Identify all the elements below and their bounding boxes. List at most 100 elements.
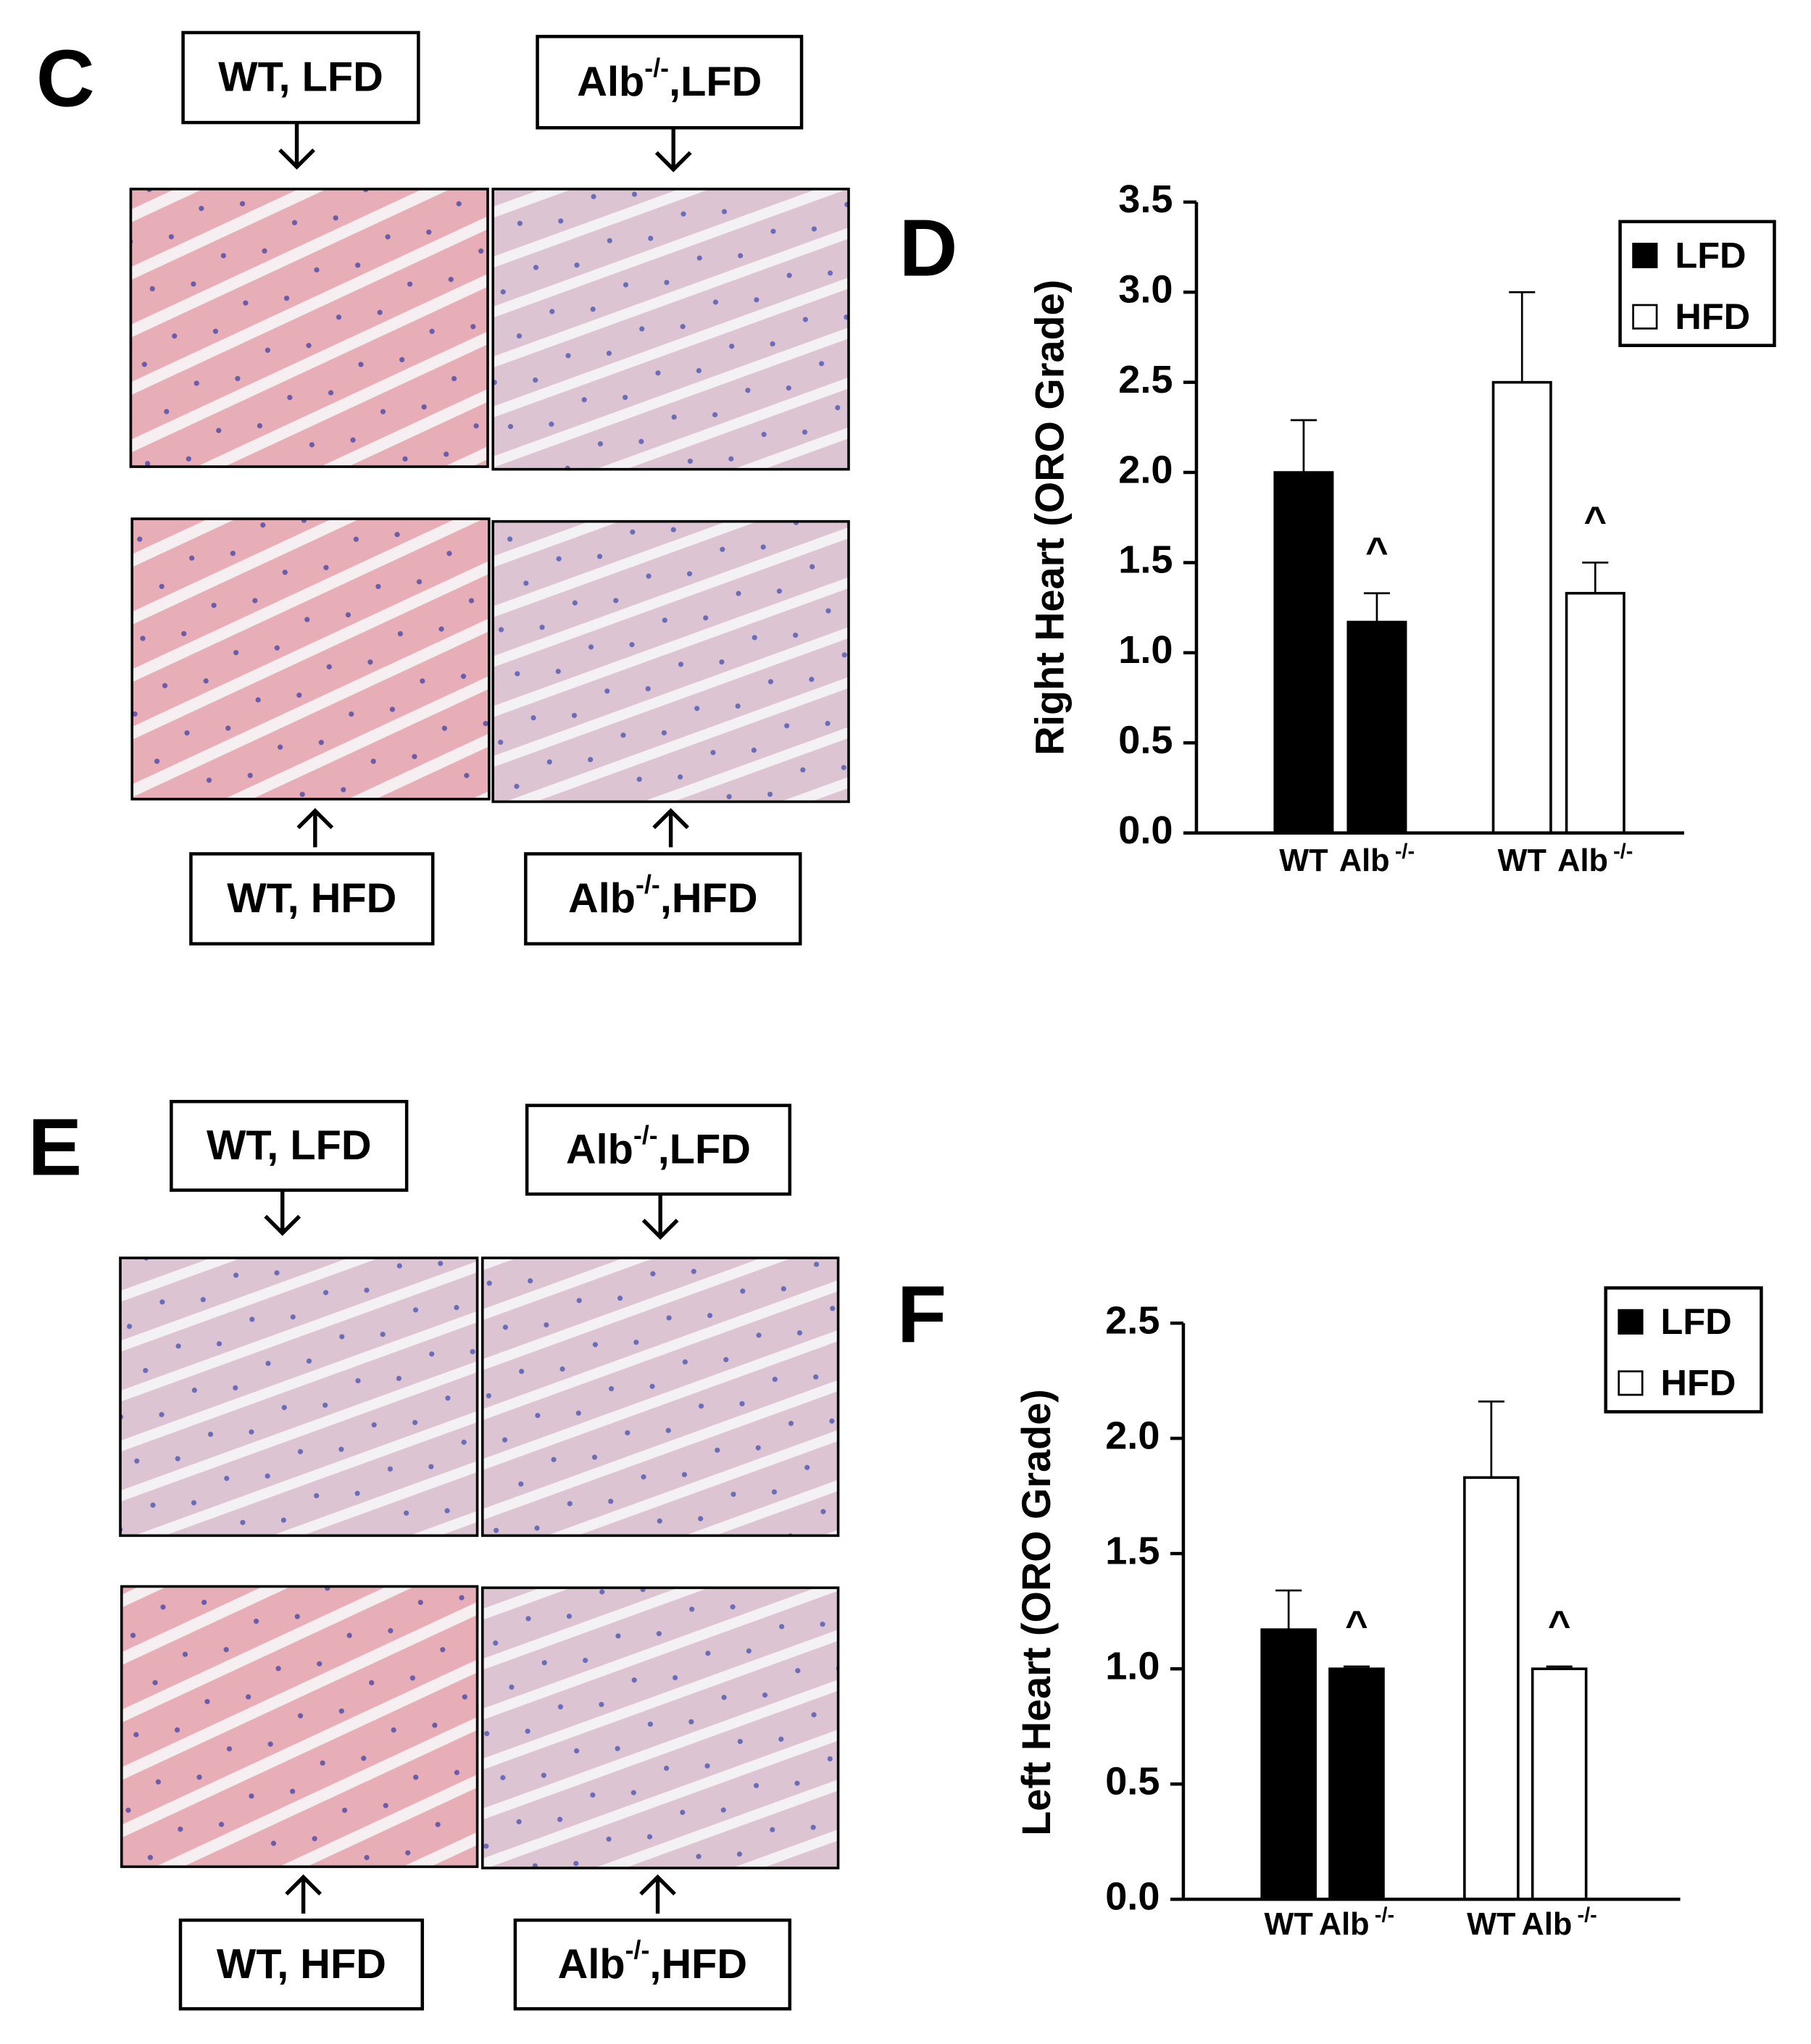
panel-label: C xyxy=(36,33,95,124)
micrograph xyxy=(491,520,850,804)
bar xyxy=(1273,471,1334,835)
legend-label: HFD xyxy=(1675,296,1750,337)
caption-text: Alb xyxy=(558,1941,625,1987)
micrograph xyxy=(480,1586,840,1869)
micrograph xyxy=(491,188,850,471)
bar xyxy=(1260,1628,1317,1901)
caption-text: WT, HFD xyxy=(227,875,396,922)
caption: WT, LFD xyxy=(207,1122,372,1169)
y-tick-label: 1.5 xyxy=(1118,538,1173,582)
x-tick-label: WT xyxy=(1467,1908,1515,1943)
x-tick-label-sup: -/- xyxy=(1395,840,1415,863)
x-tick-label-text: Alb xyxy=(1339,843,1390,878)
x-tick-label: Alb -/- xyxy=(1339,840,1415,878)
caption-rest: ,HFD xyxy=(649,1941,747,1987)
caption-box xyxy=(536,35,804,130)
x-tick-label-text: Alb xyxy=(1557,843,1608,878)
significance-mark: ^ xyxy=(1548,1603,1571,1646)
caption: Alb-/-,LFD xyxy=(577,54,762,105)
caption-text: WT, HFD xyxy=(217,1941,386,1987)
caption-sup: -/- xyxy=(644,54,669,83)
caption-box xyxy=(181,30,420,125)
y-tick-label: 0.5 xyxy=(1118,719,1173,762)
significance-mark: ^ xyxy=(1365,530,1389,573)
caption-box xyxy=(524,852,802,946)
micrographs xyxy=(119,188,850,1869)
caption-text: WT, LFD xyxy=(207,1122,372,1169)
x-tick-label-text: Alb xyxy=(1522,1908,1573,1943)
significance-mark: ^ xyxy=(1345,1603,1368,1646)
legend-swatch xyxy=(1632,304,1658,330)
caption: Alb-/-,LFD xyxy=(566,1122,751,1173)
y-tick-label: 3.0 xyxy=(1118,268,1173,312)
x-tick-label-sup: -/- xyxy=(1578,1903,1597,1927)
x-tick-label: WT xyxy=(1279,843,1328,878)
micrograph xyxy=(130,517,491,801)
arrow-head xyxy=(278,148,315,170)
x-tick-label-text: WT xyxy=(1279,843,1328,878)
arrow-head xyxy=(641,1219,679,1240)
arrow-head xyxy=(285,1874,322,1896)
panel-label: F xyxy=(897,1269,946,1359)
x-tick-label-sup: -/- xyxy=(1375,1903,1394,1927)
y-tick-label: 2.0 xyxy=(1118,448,1173,491)
x-tick-label-text: WT xyxy=(1498,843,1546,878)
y-tick-label: 1.0 xyxy=(1105,1645,1160,1688)
panel-label: D xyxy=(899,202,958,293)
x-tick-label: WT xyxy=(1498,843,1546,878)
caption-text: Alb xyxy=(568,875,636,922)
caption-text: WT, LFD xyxy=(218,54,383,101)
arrow-head xyxy=(639,1874,676,1896)
y-tick-label: 2.5 xyxy=(1105,1298,1160,1342)
arrow-head xyxy=(652,808,689,830)
y-axis-label: Right Heart (ORO Grade) xyxy=(1026,280,1072,756)
caption-box xyxy=(189,852,435,946)
caption-sup: -/- xyxy=(633,1122,658,1151)
significance-mark: ^ xyxy=(1583,499,1607,543)
caption-rest: ,HFD xyxy=(660,875,758,922)
y-tick-label: 1.5 xyxy=(1105,1530,1160,1573)
x-tick-label-text: WT xyxy=(1467,1908,1515,1943)
arrow-head xyxy=(296,808,334,830)
arrow-head xyxy=(264,1214,301,1236)
caption: Alb-/-,HFD xyxy=(568,870,757,922)
x-tick-label-text: Alb xyxy=(1319,1908,1370,1943)
x-tick-label: Alb -/- xyxy=(1557,840,1633,878)
micrograph xyxy=(119,1256,479,1538)
x-tick-label-sup: -/- xyxy=(1613,840,1633,863)
caption-box xyxy=(178,1918,425,2011)
legend-swatch xyxy=(1618,1370,1644,1396)
bar xyxy=(1463,1476,1520,1901)
caption-rest: ,LFD xyxy=(669,59,762,105)
caption-text: Alb xyxy=(577,59,644,105)
caption-rest: ,LFD xyxy=(658,1127,751,1173)
bar xyxy=(1328,1667,1385,1901)
bar xyxy=(1531,1667,1588,1901)
y-tick-label: 0.5 xyxy=(1105,1760,1160,1803)
legend-swatch xyxy=(1618,1309,1644,1335)
micrograph xyxy=(120,1585,479,1869)
caption: WT, HFD xyxy=(227,875,396,922)
y-tick-label: 2.5 xyxy=(1118,358,1173,401)
y-tick-label: 0.0 xyxy=(1118,809,1173,852)
x-tick-label: Alb -/- xyxy=(1319,1903,1394,1942)
y-tick-label: 3.5 xyxy=(1118,178,1173,221)
legend-swatch xyxy=(1632,243,1658,269)
caption-sup: -/- xyxy=(625,1936,650,1965)
y-tick-label: 0.0 xyxy=(1105,1875,1160,1919)
caption-sup: -/- xyxy=(636,870,660,899)
bar xyxy=(1491,380,1552,835)
caption-box xyxy=(525,1104,792,1196)
arrow-head xyxy=(654,151,692,172)
x-tick-label: WT xyxy=(1265,1908,1313,1943)
micrograph xyxy=(129,188,489,468)
caption-text: Alb xyxy=(566,1127,633,1173)
bar xyxy=(1346,620,1407,835)
y-tick-label: 2.0 xyxy=(1105,1414,1160,1457)
x-tick-label: Alb -/- xyxy=(1522,1903,1597,1942)
caption: WT, HFD xyxy=(217,1941,386,1987)
caption: Alb-/-,HFD xyxy=(558,1936,747,1987)
bar xyxy=(1565,591,1625,835)
